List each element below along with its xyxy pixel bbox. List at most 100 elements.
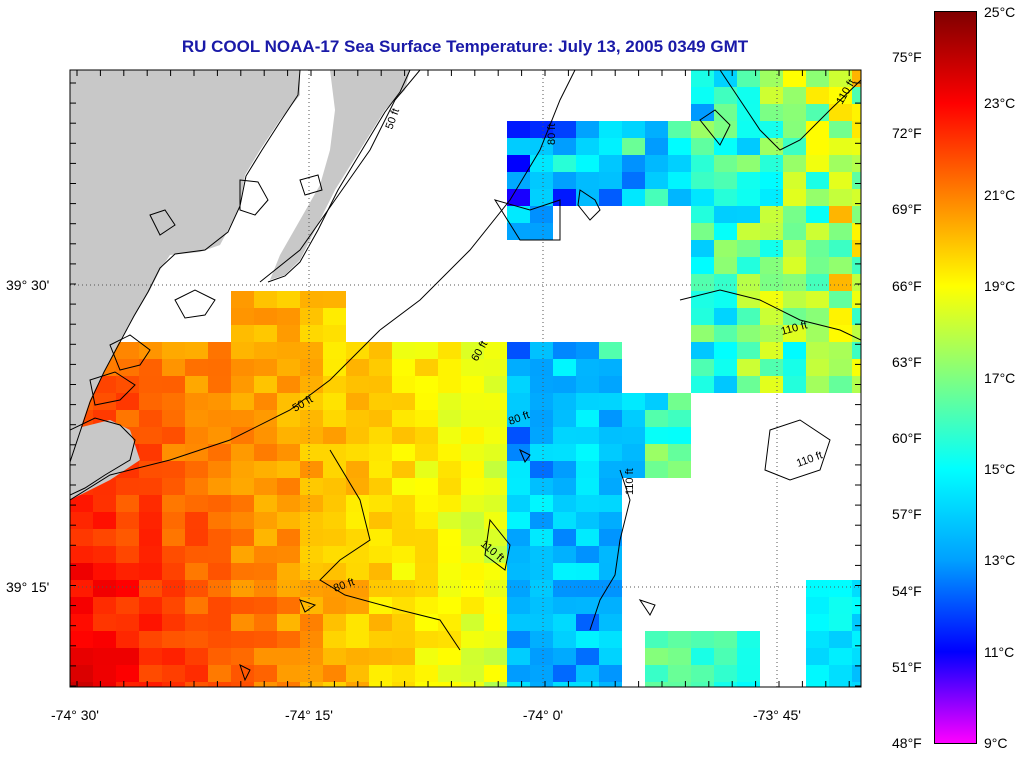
sst-pixel xyxy=(576,682,599,687)
sst-pixel xyxy=(691,189,714,206)
sst-pixel xyxy=(346,427,369,444)
sst-pixel xyxy=(507,597,530,614)
sst-pixel xyxy=(254,393,277,410)
sst-pixel xyxy=(737,70,760,87)
sst-pixel xyxy=(208,648,231,665)
sst-pixel xyxy=(70,665,93,682)
sst-pixel xyxy=(599,189,622,206)
sst-pixel xyxy=(300,393,323,410)
sst-pixel xyxy=(507,529,530,546)
sst-pixel xyxy=(760,257,783,274)
sst-pixel xyxy=(484,393,507,410)
sst-pixel xyxy=(530,512,553,529)
sst-pixel xyxy=(300,529,323,546)
sst-pixel xyxy=(323,495,346,512)
sst-pixel xyxy=(714,325,737,342)
sst-pixel xyxy=(392,631,415,648)
sst-pixel xyxy=(254,359,277,376)
sst-pixel xyxy=(714,240,737,257)
sst-pixel xyxy=(346,495,369,512)
sst-pixel xyxy=(277,546,300,563)
sst-pixel xyxy=(553,682,576,687)
sst-pixel xyxy=(530,376,553,393)
sst-pixel xyxy=(806,648,829,665)
sst-pixel xyxy=(852,257,861,274)
sst-pixel xyxy=(507,444,530,461)
sst-pixel xyxy=(254,563,277,580)
sst-pixel xyxy=(139,665,162,682)
sst-pixel xyxy=(415,648,438,665)
sst-pixel xyxy=(415,512,438,529)
sst-pixel xyxy=(231,342,254,359)
sst-pixel xyxy=(254,648,277,665)
sst-pixel xyxy=(645,427,668,444)
sst-pixel xyxy=(760,121,783,138)
sst-pixel xyxy=(392,359,415,376)
sst-pixel xyxy=(760,342,783,359)
sst-pixel xyxy=(369,393,392,410)
sst-pixel xyxy=(829,121,852,138)
colorbar-celsius-label: 9°C xyxy=(984,735,1008,751)
sst-pixel xyxy=(783,274,806,291)
sst-pixel xyxy=(392,376,415,393)
sst-pixel xyxy=(116,342,139,359)
sst-pixel xyxy=(829,580,852,597)
sst-pixel xyxy=(277,308,300,325)
sst-pixel xyxy=(208,410,231,427)
sst-pixel xyxy=(691,325,714,342)
sst-pixel xyxy=(829,240,852,257)
sst-pixel xyxy=(231,495,254,512)
sst-pixel xyxy=(645,172,668,189)
sst-pixel xyxy=(484,376,507,393)
sst-pixel xyxy=(70,563,93,580)
sst-pixel xyxy=(737,648,760,665)
sst-pixel xyxy=(530,529,553,546)
sst-pixel xyxy=(369,614,392,631)
sst-pixel xyxy=(369,444,392,461)
sst-pixel xyxy=(622,410,645,427)
sst-pixel xyxy=(691,206,714,223)
sst-pixel xyxy=(691,376,714,393)
sst-pixel xyxy=(737,359,760,376)
sst-pixel xyxy=(714,682,737,687)
sst-pixel xyxy=(599,512,622,529)
sst-pixel xyxy=(829,597,852,614)
sst-pixel xyxy=(254,580,277,597)
sst-pixel xyxy=(208,631,231,648)
sst-pixel xyxy=(530,206,553,223)
sst-pixel xyxy=(461,631,484,648)
sst-pixel xyxy=(277,529,300,546)
sst-pixel xyxy=(530,495,553,512)
sst-pixel xyxy=(507,495,530,512)
sst-pixel xyxy=(507,376,530,393)
sst-pixel xyxy=(645,189,668,206)
sst-pixel xyxy=(185,563,208,580)
sst-pixel xyxy=(461,393,484,410)
sst-pixel xyxy=(139,648,162,665)
sst-pixel xyxy=(507,359,530,376)
sst-pixel xyxy=(737,342,760,359)
sst-pixel xyxy=(185,410,208,427)
sst-pixel xyxy=(599,529,622,546)
sst-pixel xyxy=(645,648,668,665)
sst-pixel xyxy=(806,70,829,87)
sst-pixel xyxy=(507,478,530,495)
sst-pixel xyxy=(783,155,806,172)
sst-pixel xyxy=(346,461,369,478)
sst-pixel xyxy=(576,597,599,614)
sst-pixel xyxy=(461,461,484,478)
sst-pixel xyxy=(622,172,645,189)
sst-pixel xyxy=(231,478,254,495)
sst-pixel xyxy=(737,155,760,172)
sst-pixel xyxy=(392,648,415,665)
lat-label: 39° 30' xyxy=(6,277,50,293)
lat-label: 39° 15' xyxy=(6,579,50,595)
sst-pixel xyxy=(116,614,139,631)
barrier-island xyxy=(270,70,410,280)
sst-pixel xyxy=(70,512,93,529)
sst-pixel xyxy=(484,359,507,376)
sst-pixel xyxy=(507,580,530,597)
sst-pixel xyxy=(599,393,622,410)
sst-pixel xyxy=(415,580,438,597)
sst-pixel xyxy=(806,155,829,172)
